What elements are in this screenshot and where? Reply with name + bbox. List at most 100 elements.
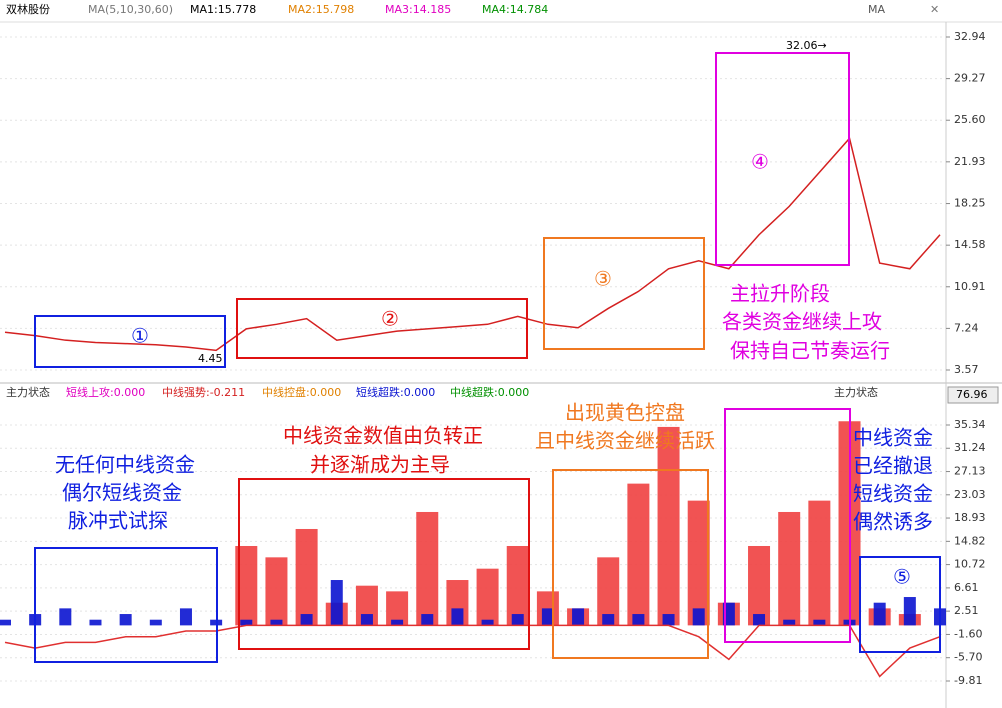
bar	[235, 545, 258, 626]
note: 中线资金数值由负转正	[283, 424, 483, 448]
y-tick-label: 14.58	[954, 238, 986, 251]
y-tick-label: 3.57	[954, 363, 979, 376]
bar	[481, 619, 494, 626]
y-tick-label: 21.93	[954, 155, 986, 168]
box	[715, 52, 850, 266]
bar	[265, 557, 288, 626]
bar	[602, 614, 615, 626]
low-label: 4.45	[198, 352, 223, 365]
marker: ④	[751, 150, 769, 174]
bar	[89, 619, 102, 626]
legend: 短线上攻:0.000	[66, 385, 145, 399]
y-tick-label: 18.93	[954, 511, 986, 524]
indicator-name: 主力状态	[6, 385, 50, 399]
marker: ③	[594, 267, 612, 291]
legend: 中线强势:-0.211	[162, 385, 245, 399]
indicator-name: 主力状态	[834, 385, 878, 399]
marker: ①	[131, 324, 149, 348]
high-label: 32.06→	[786, 39, 827, 52]
y-tick-label: -1.60	[954, 627, 982, 640]
note: 并逐渐成为主导	[310, 453, 450, 477]
bar	[627, 483, 650, 626]
bar	[692, 608, 705, 626]
bar	[360, 614, 373, 626]
bar	[541, 608, 554, 626]
y-tick-label: -9.81	[954, 674, 982, 687]
bar	[451, 608, 464, 626]
bar	[300, 614, 313, 626]
box	[238, 478, 530, 650]
y-tick-label: 35.34	[954, 418, 986, 431]
note: 各类资金继续上攻	[722, 310, 882, 334]
bar	[391, 619, 404, 626]
y-tick-label: 23.03	[954, 488, 986, 501]
y-tick-label: 10.72	[954, 558, 986, 571]
bar	[753, 614, 766, 626]
y-tick-label: 18.25	[954, 197, 986, 210]
box	[34, 315, 226, 368]
y-tick-label: -5.70	[954, 651, 982, 664]
bar	[632, 614, 645, 626]
note: 偶然诱多	[853, 510, 933, 534]
annotations	[34, 52, 941, 663]
close-button[interactable]: ✕	[930, 3, 939, 16]
bar	[476, 568, 499, 626]
bar	[416, 511, 439, 626]
annotation-texts: ① ② ③ ④ 主拉升阶段 各类资金继续上攻 保持自己节奏运行 32.06→ 4…	[55, 39, 933, 589]
bar	[386, 591, 409, 626]
note: 主拉升阶段	[730, 282, 830, 306]
note: 且中线资金继续活跃	[535, 429, 715, 453]
bar	[873, 602, 886, 626]
stock-name: 双林股份	[6, 2, 50, 16]
marker: ⑤	[893, 565, 911, 589]
note: 出现黄色控盘	[565, 401, 685, 425]
ma1: MA1:15.778	[190, 3, 256, 16]
bar	[421, 614, 434, 626]
bar	[330, 580, 343, 626]
y-tick-label: 14.82	[954, 534, 986, 547]
box	[236, 298, 528, 359]
bar	[748, 545, 771, 626]
bar	[0, 619, 11, 626]
note: 短线资金	[853, 482, 933, 506]
bar	[783, 619, 796, 626]
note: 保持自己节奏运行	[730, 339, 890, 363]
y-tick-label: 31.24	[954, 441, 986, 454]
legend: 中线控盘:0.000	[262, 385, 341, 399]
bar	[506, 545, 529, 626]
y-tick-label: 2.51	[954, 604, 979, 617]
bar	[149, 619, 162, 626]
box	[552, 469, 709, 659]
current-value: 76.96	[956, 388, 988, 401]
bar	[778, 511, 801, 626]
ma-button[interactable]: MA	[868, 3, 885, 16]
note: 已经撤退	[853, 454, 933, 478]
ma4: MA4:14.784	[482, 3, 548, 16]
bar	[179, 608, 192, 626]
note: 脉冲式试探	[68, 509, 168, 533]
current-value-box	[947, 386, 999, 404]
ma2: MA2:15.798	[288, 3, 354, 16]
bar	[59, 608, 72, 626]
bar	[903, 597, 916, 626]
y-tick-label: 29.27	[954, 72, 986, 85]
y-tick-label: 27.13	[954, 465, 986, 478]
ma-params: MA(5,10,30,60)	[88, 3, 173, 16]
legend: 中线超跌:0.000	[450, 385, 529, 399]
box	[724, 408, 851, 643]
bar	[270, 619, 283, 626]
y-tick-label: 7.24	[954, 321, 979, 334]
bar	[808, 500, 831, 626]
bar	[240, 619, 253, 626]
bar	[119, 614, 132, 626]
y-tick-label: 32.94	[954, 30, 986, 43]
y-tick-label: 10.91	[954, 280, 986, 293]
series-line	[4, 136, 941, 352]
bar	[657, 426, 680, 626]
note: 中线资金	[853, 426, 933, 450]
box	[543, 237, 705, 350]
marker: ②	[381, 307, 399, 331]
legend: 短线超跌:0.000	[356, 385, 435, 399]
